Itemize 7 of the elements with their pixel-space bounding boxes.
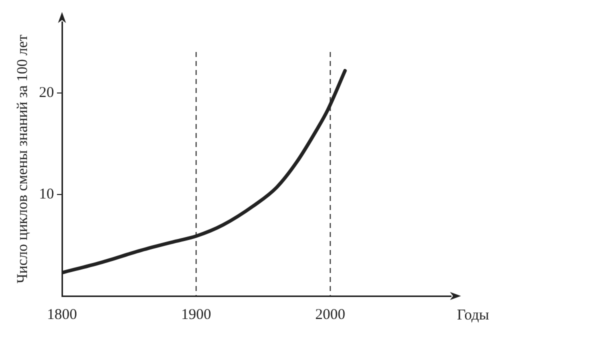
x-axis-title: Годы xyxy=(457,307,490,324)
x-tick-label: 1900 xyxy=(181,306,212,323)
x-tick-label: 1800 xyxy=(47,306,77,323)
y-tick-label: 20 xyxy=(39,84,54,101)
y-tick-label: 10 xyxy=(39,186,54,202)
x-tick-label: 2000 xyxy=(315,306,346,323)
y-axis-title: Число циклов смены знаний за 100 лет xyxy=(14,34,31,284)
